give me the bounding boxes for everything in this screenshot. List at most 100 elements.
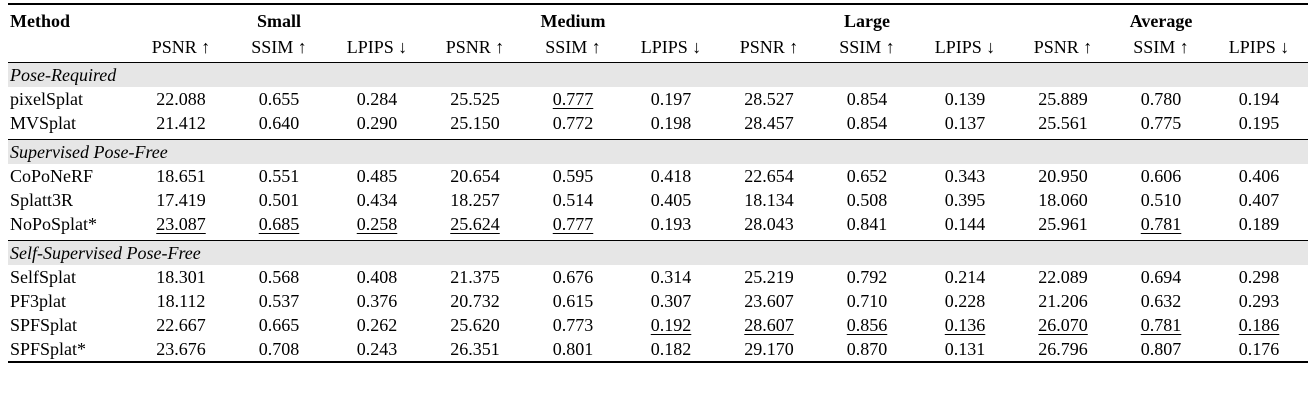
group-header-medium: Medium <box>540 11 606 31</box>
value-cell: 0.632 <box>1140 290 1182 311</box>
value-cell: 0.676 <box>552 266 594 287</box>
value-cell: 20.732 <box>450 290 500 311</box>
section-title: Pose-Required <box>8 62 1309 87</box>
metric-header: SSIM ↑ <box>1133 36 1189 57</box>
value-cell: 0.137 <box>944 112 986 133</box>
value-cell: 0.841 <box>846 213 888 234</box>
value-cell: 0.510 <box>1140 189 1182 210</box>
value-cell: 22.654 <box>744 165 794 186</box>
value-cell: 0.606 <box>1140 165 1182 186</box>
value-cell: 25.961 <box>1038 213 1088 234</box>
value-cell: 21.412 <box>156 112 206 133</box>
value-cell: 28.527 <box>744 88 794 109</box>
value-cell: 0.407 <box>1238 189 1280 210</box>
value-cell: 26.351 <box>450 338 500 359</box>
value-cell: 25.219 <box>744 266 794 287</box>
value-cell: 0.514 <box>552 189 594 210</box>
value-cell: 0.182 <box>650 338 692 359</box>
metric-header: SSIM ↑ <box>251 36 307 57</box>
table-row: Splatt3R 17.419 0.501 0.434 18.257 0.514 0.405… <box>8 188 1308 212</box>
value-cell: 0.781 <box>1140 314 1182 335</box>
value-cell: 0.801 <box>552 338 594 359</box>
metric-header: PSNR ↑ <box>445 36 505 57</box>
group-header-small: Small <box>256 11 301 31</box>
value-cell: 0.284 <box>356 88 398 109</box>
value-cell: 25.624 <box>450 213 500 234</box>
value-cell: 0.408 <box>356 266 398 287</box>
metric-header: LPIPS ↓ <box>346 36 408 57</box>
metric-header-row: PSNR ↑ SSIM ↑ LPIPS ↓ PSNR ↑ SSIM ↑ LPIPS ↓ PS… <box>8 32 1309 63</box>
value-cell: 0.198 <box>650 112 692 133</box>
metric-header: PSNR ↑ <box>151 36 211 57</box>
value-cell: 0.665 <box>258 314 300 335</box>
value-cell: 0.685 <box>258 213 300 234</box>
method-cell: NoPoSplat* <box>10 213 98 234</box>
table-header: Method Small Medium Large Average PSNR ↑… <box>8 4 1309 63</box>
metric-header: LPIPS ↓ <box>1228 36 1290 57</box>
method-cell: Splatt3R <box>10 189 74 210</box>
value-cell: 0.314 <box>650 266 692 287</box>
value-cell: 0.186 <box>1238 314 1280 335</box>
value-cell: 23.607 <box>744 290 794 311</box>
metric-header: PSNR ↑ <box>739 36 799 57</box>
value-cell: 0.189 <box>1238 213 1280 234</box>
value-cell: 0.485 <box>356 165 398 186</box>
value-cell: 0.775 <box>1140 112 1182 133</box>
value-cell: 0.615 <box>552 290 594 311</box>
table-row: SPFSplat 22.667 0.665 0.262 25.620 0.773 0.192… <box>8 313 1308 337</box>
table-row: SelfSplat 18.301 0.568 0.408 21.375 0.676 0.31… <box>8 265 1308 289</box>
value-cell: 0.298 <box>1238 266 1280 287</box>
value-cell: 0.854 <box>846 112 888 133</box>
value-cell: 0.307 <box>650 290 692 311</box>
value-cell: 0.655 <box>258 88 300 109</box>
value-cell: 0.194 <box>1238 88 1280 109</box>
value-cell: 23.676 <box>156 338 206 359</box>
metric-header: SSIM ↑ <box>545 36 601 57</box>
value-cell: 0.870 <box>846 338 888 359</box>
value-cell: 0.343 <box>944 165 986 186</box>
value-cell: 22.088 <box>156 88 206 109</box>
value-cell: 18.112 <box>156 290 206 311</box>
group-header-large: Large <box>844 11 891 31</box>
value-cell: 18.301 <box>156 266 206 287</box>
value-cell: 29.170 <box>744 338 794 359</box>
value-cell: 21.375 <box>450 266 500 287</box>
value-cell: 28.043 <box>744 213 794 234</box>
value-cell: 0.376 <box>356 290 398 311</box>
value-cell: 21.206 <box>1038 290 1088 311</box>
table-row: SPFSplat* 23.676 0.708 0.243 26.351 0.801 0.18… <box>8 337 1309 362</box>
value-cell: 25.620 <box>450 314 500 335</box>
metric-header: LPIPS ↓ <box>934 36 996 57</box>
value-cell: 0.807 <box>1140 338 1182 359</box>
value-cell: 26.070 <box>1038 314 1088 335</box>
table-row: PF3plat 18.112 0.537 0.376 20.732 0.615 0.307 2… <box>8 289 1308 313</box>
value-cell: 0.197 <box>650 88 692 109</box>
metric-header: SSIM ↑ <box>839 36 895 57</box>
value-cell: 0.262 <box>356 314 398 335</box>
value-cell: 0.214 <box>944 266 986 287</box>
value-cell: 0.405 <box>650 189 692 210</box>
section-header-row: Self-Supervised Pose-Free <box>8 240 1309 265</box>
value-cell: 0.856 <box>846 314 888 335</box>
metric-header-spacer <box>8 32 132 63</box>
value-cell: 0.290 <box>356 112 398 133</box>
results-table: Method Small Medium Large Average PSNR ↑… <box>8 3 1309 363</box>
value-cell: 17.419 <box>156 189 206 210</box>
value-cell: 0.854 <box>846 88 888 109</box>
section-title: Self-Supervised Pose-Free <box>8 240 1309 265</box>
value-cell: 0.652 <box>846 165 888 186</box>
value-cell: 0.710 <box>846 290 888 311</box>
value-cell: 0.780 <box>1140 88 1182 109</box>
value-cell: 0.777 <box>552 88 594 109</box>
value-cell: 28.607 <box>744 314 794 335</box>
value-cell: 25.150 <box>450 112 500 133</box>
value-cell: 0.508 <box>846 189 888 210</box>
value-cell: 0.139 <box>944 88 986 109</box>
value-cell: 0.781 <box>1140 213 1182 234</box>
value-cell: 0.176 <box>1238 338 1280 359</box>
value-cell: 0.192 <box>650 314 692 335</box>
table-body: Pose-Required pixelSplat 22.088 0.655 0.284 2… <box>8 62 1309 362</box>
value-cell: 0.136 <box>944 314 986 335</box>
value-cell: 26.796 <box>1038 338 1088 359</box>
